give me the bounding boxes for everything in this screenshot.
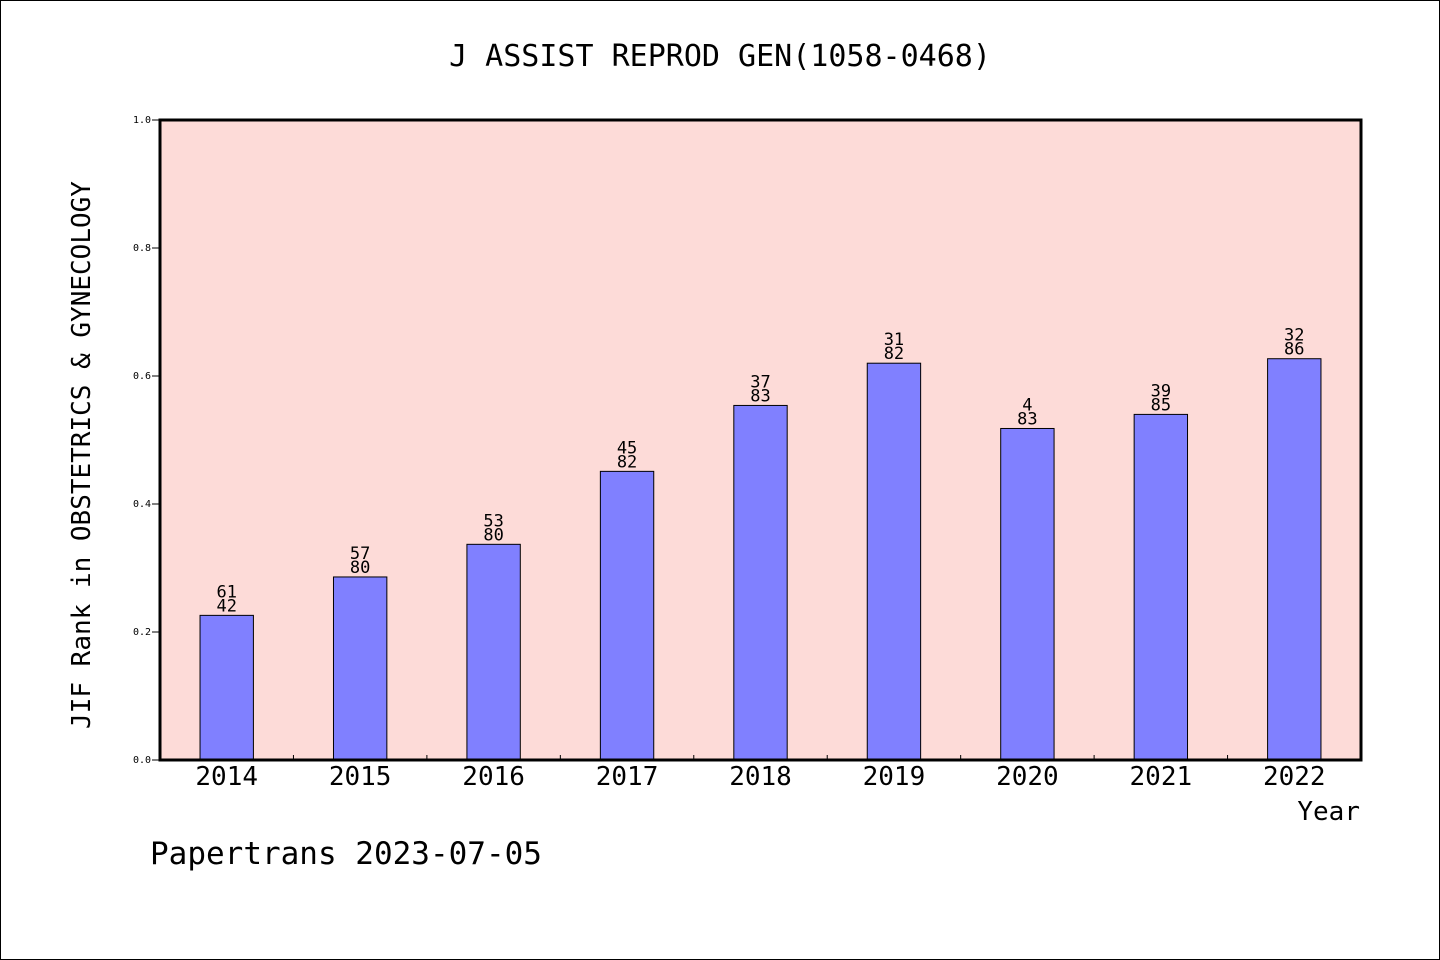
bar-total-label: 83 bbox=[750, 386, 770, 406]
bar-rank-label: 37 bbox=[750, 372, 770, 392]
bar-total-label: 85 bbox=[1151, 395, 1171, 415]
y-tick-label: 0.6 bbox=[133, 371, 151, 382]
y-axis: 0.0 0.2 0.4 0.6 0.8 1.0 bbox=[133, 115, 160, 766]
y-tick-label: 0.0 bbox=[133, 755, 151, 766]
bar bbox=[1133, 413, 1189, 761]
bar-series bbox=[199, 358, 1322, 761]
chart-title: J ASSIST REPROD GEN(1058-0468) bbox=[449, 39, 991, 74]
bar-rank-label: 4 bbox=[1022, 395, 1032, 415]
x-tick-label: 2015 bbox=[329, 762, 392, 792]
bar bbox=[199, 614, 254, 761]
y-axis-label: JIF Rank in OBSTETRICS & GYNECOLOGY bbox=[67, 181, 97, 729]
y-tick-label: 0.2 bbox=[133, 627, 151, 638]
bar bbox=[1267, 358, 1322, 761]
bar-rank-label: 53 bbox=[483, 511, 503, 531]
x-axis-label: Year bbox=[1297, 797, 1360, 827]
x-tick-label: 2021 bbox=[1130, 762, 1193, 792]
x-axis: 2014 2015 2016 2017 2018 2019 2020 2021 2022 bbox=[195, 755, 1326, 792]
x-tick-label: 2018 bbox=[729, 762, 792, 792]
bar bbox=[466, 543, 521, 761]
bar-total-label: 80 bbox=[483, 525, 503, 545]
x-tick-label: 2020 bbox=[996, 762, 1059, 792]
bar bbox=[733, 404, 788, 761]
y-tick-label: 1.0 bbox=[133, 115, 151, 126]
bar-rank-label: 31 bbox=[884, 330, 904, 350]
bar bbox=[1000, 427, 1055, 761]
bar-total-label: 80 bbox=[350, 558, 370, 578]
bar-rank-label: 61 bbox=[216, 582, 236, 602]
bar-total-label: 82 bbox=[617, 452, 637, 472]
bar bbox=[332, 576, 388, 761]
x-tick-label: 2022 bbox=[1263, 762, 1326, 792]
x-tick-label: 2017 bbox=[596, 762, 659, 792]
footer-credit: Papertrans 2023-07-05 bbox=[150, 836, 542, 872]
bar-rank-label: 39 bbox=[1151, 381, 1171, 401]
x-tick-label: 2014 bbox=[195, 762, 258, 792]
bar bbox=[599, 470, 655, 761]
bar-rank-label: 57 bbox=[350, 544, 370, 564]
bar-total-label: 86 bbox=[1284, 340, 1304, 360]
bar-total-label: 83 bbox=[1017, 409, 1037, 429]
y-tick-label: 0.4 bbox=[133, 499, 151, 510]
bar-total-label: 82 bbox=[884, 344, 904, 364]
bar-rank-label: 45 bbox=[617, 438, 637, 458]
bar bbox=[866, 362, 922, 761]
bar-rank-label: 32 bbox=[1284, 326, 1304, 346]
plot-border bbox=[158, 118, 1363, 762]
y-tick-label: 0.8 bbox=[133, 243, 151, 254]
bar-total-label: 42 bbox=[216, 596, 236, 616]
x-tick-label: 2016 bbox=[462, 762, 525, 792]
x-tick-label: 2019 bbox=[863, 762, 926, 792]
